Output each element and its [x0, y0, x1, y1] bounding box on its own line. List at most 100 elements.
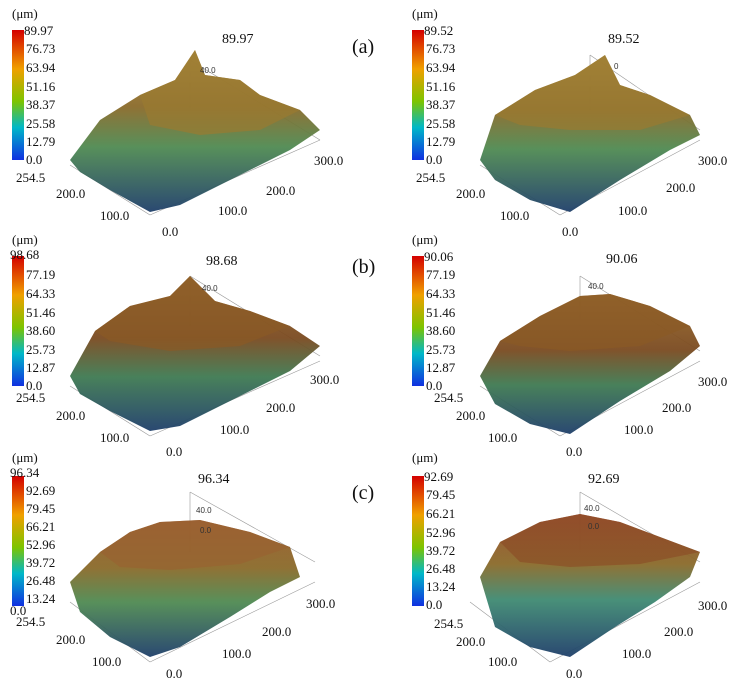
- inner-axis-label: 40.0: [196, 506, 212, 515]
- colorbar: [12, 30, 24, 160]
- axis-tick: 300.0: [310, 372, 340, 387]
- surface-panel-a-left: (μm) 89.97 76.73 63.94 51.16 38.37 25.58…: [0, 0, 372, 239]
- colorbar-tick: 76.73: [26, 41, 56, 56]
- row-label-a: (a): [352, 36, 375, 58]
- inner-axis-label: 0.0: [200, 526, 212, 535]
- colorbar-tick: 13.24: [26, 591, 56, 606]
- colorbar-tick: 64.33: [426, 286, 456, 301]
- colorbar-tick: 25.58: [26, 116, 56, 131]
- axis-tick: 100.0: [222, 646, 252, 661]
- colorbar-tick: 38.60: [426, 323, 456, 338]
- axis-tick: 200.0: [456, 634, 486, 649]
- unit-label: (μm): [12, 232, 38, 247]
- axis-tick: 300.0: [698, 153, 728, 168]
- axis-tick: 0.0: [566, 444, 583, 459]
- colorbar-tick: 92.69: [424, 469, 454, 484]
- axis-tick: 100.0: [624, 422, 654, 437]
- surface-plot: [412, 256, 701, 437]
- colorbar-tick: 12.79: [26, 134, 56, 149]
- inner-axis-label: 40.0: [200, 66, 216, 75]
- axis-tick: 254.5: [434, 390, 464, 405]
- inner-axis-label: 40.0: [584, 504, 600, 513]
- axis-tick: 0.0: [162, 224, 179, 239]
- axis-tick: 200.0: [666, 180, 696, 195]
- colorbar-tick: 89.52: [424, 23, 454, 38]
- colorbar-tick: 79.45: [26, 501, 56, 516]
- colorbar-tick: 77.19: [426, 267, 456, 282]
- colorbar-tick: 63.94: [26, 60, 56, 75]
- colorbar-tick: 52.96: [426, 525, 456, 540]
- colorbar-tick: 0.0: [426, 597, 443, 612]
- colorbar-tick: 77.19: [26, 267, 56, 282]
- axis-tick: 100.0: [622, 646, 652, 661]
- surface-plot: [12, 256, 321, 437]
- colorbar-tick: 12.87: [426, 360, 456, 375]
- colorbar: [12, 476, 24, 606]
- colorbar-tick: 12.87: [26, 360, 56, 375]
- unit-label: (μm): [412, 6, 438, 21]
- colorbar-tick: 92.69: [26, 483, 56, 498]
- axis-tick: 100.0: [488, 654, 518, 669]
- colorbar-tick: 52.96: [26, 537, 56, 552]
- axis-tick: 254.5: [434, 616, 464, 631]
- max-value: 90.06: [606, 252, 638, 267]
- colorbar: [412, 256, 424, 386]
- axis-tick: 300.0: [314, 153, 344, 168]
- axis-tick: 0.0: [566, 666, 583, 681]
- colorbar-tick: 0.0: [10, 603, 27, 618]
- surface-plot: [12, 30, 321, 216]
- colorbar-tick: 76.73: [426, 41, 456, 56]
- axis-tick: 200.0: [56, 186, 86, 201]
- colorbar-tick: 96.34: [10, 465, 40, 480]
- max-value: 89.52: [608, 32, 640, 47]
- colorbar-tick: 0.0: [26, 152, 43, 167]
- colorbar-tick: 51.16: [26, 79, 56, 94]
- colorbar-tick: 38.60: [26, 323, 56, 338]
- colorbar-tick: 0.0: [426, 152, 443, 167]
- surface-plot: [12, 476, 316, 663]
- colorbar-tick: 66.21: [426, 506, 456, 521]
- surface-panel-b-left: (μm) 98.68 77.19 64.33 51.46 38.60 25.73…: [0, 226, 372, 459]
- colorbar-tick: 51.16: [426, 79, 456, 94]
- axis-tick: 254.5: [16, 390, 46, 405]
- axis-tick: 254.5: [416, 170, 446, 185]
- unit-label: (μm): [412, 232, 438, 247]
- colorbar: [412, 476, 424, 606]
- colorbar-tick: 79.45: [426, 487, 456, 502]
- surface-panel-b-right: (μm) 90.06 77.19 64.33 51.46 38.60 25.73…: [400, 226, 744, 459]
- inner-axis-label: 0: [614, 62, 619, 71]
- axis-tick: 200.0: [664, 624, 694, 639]
- axis-tick: 100.0: [220, 422, 250, 437]
- colorbar-tick: 12.79: [426, 134, 456, 149]
- axis-tick: 200.0: [662, 400, 692, 415]
- axis-tick: 0.0: [562, 224, 579, 239]
- colorbar-tick: 13.24: [426, 579, 456, 594]
- colorbar-tick: 38.37: [426, 97, 456, 112]
- colorbar-tick: 89.97: [24, 23, 54, 38]
- colorbar-tick: 38.37: [26, 97, 56, 112]
- axis-tick: 100.0: [500, 208, 530, 223]
- axis-tick: 300.0: [306, 596, 336, 611]
- axis-tick: 0.0: [166, 666, 183, 681]
- colorbar-tick: 25.58: [426, 116, 456, 131]
- surface-plot: [412, 476, 701, 663]
- axis-tick: 200.0: [262, 624, 292, 639]
- axis-tick: 100.0: [618, 203, 648, 218]
- axis-tick: 254.5: [16, 614, 46, 629]
- axis-tick: 100.0: [488, 430, 518, 445]
- axis-tick: 300.0: [698, 598, 728, 613]
- colorbar-tick: 66.21: [26, 519, 56, 534]
- colorbar-tick: 51.46: [26, 305, 56, 320]
- colorbar-tick: 0.0: [426, 378, 443, 393]
- axis-tick: 200.0: [56, 408, 86, 423]
- colorbar-tick: 25.73: [426, 342, 456, 357]
- axis-tick: 200.0: [56, 632, 86, 647]
- axis-tick: 200.0: [266, 183, 296, 198]
- colorbar-tick: 63.94: [426, 60, 456, 75]
- max-value: 92.69: [588, 472, 620, 487]
- axis-tick: 200.0: [456, 408, 486, 423]
- inner-axis-label: 40.0: [202, 284, 218, 293]
- unit-label: (μm): [412, 450, 438, 465]
- colorbar-tick: 25.73: [26, 342, 56, 357]
- surface-panel-c-left: (μm) 96.34 92.69 79.45 66.21 52.96 39.72…: [0, 450, 372, 681]
